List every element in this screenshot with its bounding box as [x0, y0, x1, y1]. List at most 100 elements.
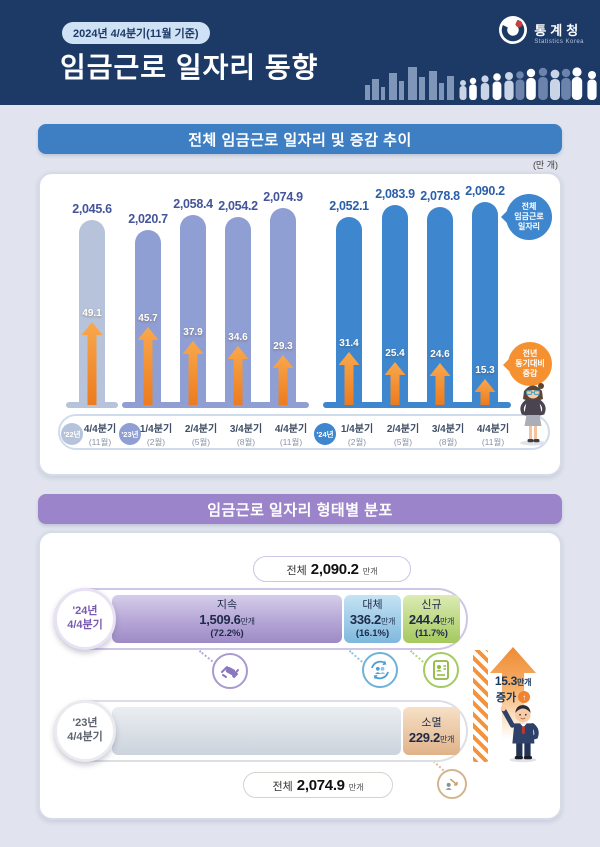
segment-unit: 만개: [380, 617, 396, 627]
axis-quarter-label: 2/4분기 (5월): [387, 420, 419, 448]
axis-month-text: (2월): [146, 437, 166, 447]
yoy-value-label: 34.6: [228, 332, 248, 343]
axis-quarter-text: 4/4분기: [476, 424, 510, 435]
section1-title-bar: 전체 임금근로 일자리 및 증감 추이: [38, 124, 562, 154]
increase-value: 15.3: [494, 674, 518, 688]
segment-name: 대체: [362, 598, 383, 611]
badge-quarter: 4/4분기: [67, 619, 103, 631]
bubble-line: 임금근로: [514, 212, 544, 221]
yoy-value-label: 31.4: [339, 338, 359, 349]
previous-quarter-bar: 소멸 229.2만개: [112, 707, 460, 755]
axis-month-text: (11월): [88, 437, 112, 447]
bubble-line: 증감: [522, 369, 538, 378]
total-jobs-bubble: 전체 임금근로 일자리: [501, 194, 552, 240]
segment-value: 1,509.6만개: [199, 612, 255, 628]
segment-unit: 만개: [439, 734, 455, 744]
total-label: 전체: [286, 565, 307, 577]
base-segment: [112, 707, 401, 755]
current-quarter-badge: '24년 4/4분기: [54, 588, 116, 650]
segment-number: 229.2: [408, 729, 440, 745]
total-bar: [472, 202, 498, 405]
x-axis-box: '22년 4/4분기 (11월) '23년 1/4분기 (2월) 2/4분기 (5월) 3/4분…: [58, 414, 550, 450]
increase-unit: 만개: [517, 678, 532, 687]
badge-year: '24년: [72, 605, 98, 618]
axis-month-text: (8월): [438, 437, 458, 447]
axis-quarter-label: 3/4분기 (8월): [230, 420, 262, 448]
total-value-label: 2,083.9: [375, 187, 415, 201]
yoy-value-label: 15.3: [475, 365, 495, 376]
yoy-value-label: 49.1: [82, 308, 102, 319]
bubble-line: 일자리: [517, 222, 541, 231]
segment-unit: 만개: [439, 617, 455, 627]
axis-quarter-text: 2/4분기: [386, 424, 420, 435]
total-value-label: 2,078.8: [420, 189, 460, 203]
baseline-strip: [122, 402, 309, 408]
segment-number: 336.2: [349, 612, 381, 628]
persist-segment: 지속 1,509.6만개 (72.2%): [112, 595, 342, 643]
bubble-line: 전년: [522, 349, 538, 358]
segment-name: 소멸: [421, 716, 442, 729]
period-badge: 2024년 4/4분기(11월 기준): [62, 22, 210, 44]
page-title: 임금근로 일자리 동향: [60, 52, 319, 83]
axis-quarter-text: 4/4분기: [274, 424, 308, 435]
axis-quarter-text: 1/4분기: [340, 424, 374, 435]
city-people-silhouette: [363, 58, 598, 105]
axis-month-text: (5월): [191, 437, 211, 447]
statistics-korea-emblem-icon: [498, 15, 528, 50]
total-value-label: 2,074.9: [263, 190, 303, 204]
segment-name: 신규: [421, 598, 442, 611]
axis-month-text: (5월): [393, 437, 413, 447]
yoy-value-label: 29.3: [273, 341, 293, 352]
disappear-person-icon: [437, 769, 467, 799]
axis-quarter-text: 4/4분기: [83, 424, 117, 435]
segment-share: (72.2%): [210, 627, 244, 639]
previous-quarter-badge: '23년 4/4분기: [54, 700, 116, 762]
total-value-label: 2,090.2: [465, 184, 505, 198]
disappear-segment: 소멸 229.2만개: [403, 707, 460, 755]
section2-title: 임금근로 일자리 형태별 분포: [207, 501, 393, 519]
page-header: 2024년 4/4분기(11월 기준) 임금근로 일자리 동향 통계청 Stat…: [0, 0, 600, 105]
axis-quarter-label: 3/4분기 (8월): [432, 420, 464, 448]
increase-annotation: 15.3만개 증가 ↑: [484, 674, 542, 705]
bubble-line: 전체: [521, 202, 537, 211]
woman-character: [514, 380, 552, 451]
axis-quarter-label: 4/4분기 (11월): [275, 420, 307, 448]
increase-label: 증가: [495, 692, 517, 704]
total-value-label: 2,052.1: [329, 199, 369, 213]
axis-quarter-label: 2/4분기 (5월): [185, 420, 217, 448]
segment-value: 244.4만개: [409, 612, 454, 628]
logo-subtitle: Statistics Korea: [534, 39, 584, 45]
current-quarter-bar: 지속 1,509.6만개 (72.2%) 대체 336.2만개 (16.1%) …: [112, 595, 460, 643]
total-value-label: 2,054.2: [218, 199, 258, 213]
trend-chart: '22년 4/4분기 (11월) '23년 1/4분기 (2월) 2/4분기 (5월) 3/4분…: [40, 174, 560, 474]
segment-share: (11.7%): [415, 627, 448, 639]
segment-value: 229.2만개: [409, 730, 454, 746]
man-character: [498, 701, 544, 768]
axis-year-badge: '23년: [119, 423, 141, 445]
total-previous-pill: 전체 2,074.9 만개: [243, 772, 393, 798]
axis-quarter-text: 2/4분기: [184, 424, 218, 435]
segment-number: 1,509.6: [199, 612, 241, 628]
section1-title: 전체 임금근로 일자리 및 증감 추이: [188, 131, 412, 149]
segment-unit: 만개: [240, 617, 255, 627]
total-value-label: 2,020.7: [128, 212, 168, 226]
chart-unit-label: (만 개): [532, 160, 558, 170]
axis-month-text: (2월): [347, 437, 367, 447]
axis-quarter-label: 4/4분기 (11월): [477, 420, 509, 448]
yoy-value-label: 24.6: [430, 349, 450, 360]
yoy-value-label: 45.7: [138, 313, 158, 324]
axis-month-text: (11월): [279, 437, 303, 447]
total-value: 2,074.9: [296, 777, 345, 794]
segment-value: 336.2만개: [350, 612, 395, 628]
trend-chart-panel: '22년 4/4분기 (11월) '23년 1/4분기 (2월) 2/4분기 (5월) 3/4분…: [38, 172, 562, 476]
yoy-value-label: 25.4: [385, 348, 405, 359]
yoy-change-bubble: 전년 동기대비 증감: [503, 342, 552, 386]
badge-year: '23년: [72, 717, 98, 730]
axis-quarter-text: 1/4분기: [139, 424, 173, 435]
badge-quarter: 4/4분기: [67, 731, 103, 743]
segment-name: 지속: [216, 598, 238, 611]
bubble-line: 동기대비: [515, 359, 545, 368]
replace-cycle-icon: [362, 652, 398, 688]
axis-quarter-label: 1/4분기 (2월): [140, 420, 172, 448]
